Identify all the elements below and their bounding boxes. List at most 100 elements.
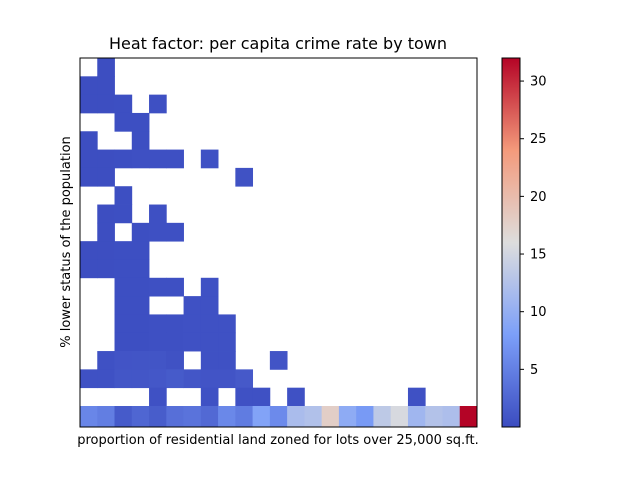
heatmap-cell [131, 332, 150, 352]
heatmap-cell [373, 406, 392, 428]
heatmap-cell [131, 259, 150, 279]
heatmap-cell [200, 387, 219, 407]
heatmap-cell [425, 406, 443, 428]
heatmap-cell [218, 314, 236, 334]
heatmap-cell [183, 332, 202, 352]
heatmap-cell [407, 387, 426, 407]
heatmap-cell [166, 332, 184, 352]
heatmap-cell [97, 94, 115, 114]
colorbar-ticks: 5 10 15 20 25 30 [520, 75, 547, 378]
heatmap-cell [131, 369, 150, 389]
heatmap-cell [131, 131, 150, 150]
heatmap-cell [80, 149, 98, 169]
heatmap-cell [80, 167, 98, 187]
heatmap-cell [114, 351, 133, 370]
heatmap-cell [114, 149, 133, 169]
heatmap-cell [149, 204, 167, 224]
heatmap-cell [114, 186, 133, 205]
heatmap-cell [218, 332, 236, 352]
heatmap-cell [97, 259, 115, 279]
heatmap-cell [200, 314, 219, 334]
heatmap-cell [97, 406, 115, 428]
heatmap-cell [131, 277, 150, 297]
heatmap-cell [80, 94, 98, 114]
heatmap-cell [235, 406, 254, 428]
heatmap-cell [131, 222, 150, 242]
heatmap-cell [338, 406, 357, 428]
heatmap-cell [235, 387, 254, 407]
heatmap-cell [149, 351, 167, 370]
colorbar-tick-label: 15 [530, 248, 547, 263]
heatmap-cell [149, 222, 167, 242]
heatmap-cell [200, 149, 219, 169]
heatmap-cell [321, 406, 340, 428]
colorbar-tick-label: 30 [530, 75, 547, 90]
heatmap-cell [200, 277, 219, 297]
heatmap-cell [131, 351, 150, 370]
heatmap-cell [97, 149, 115, 169]
colorbar-tick-label: 10 [530, 305, 547, 320]
heatmap-cell [114, 369, 133, 389]
heatmap-cell [269, 351, 288, 370]
heatmap-cell [80, 76, 98, 96]
heatmap-cell [166, 314, 184, 334]
heatmap-cell [131, 241, 150, 260]
heatmap-cell [149, 277, 167, 297]
heatmap-cell [166, 277, 184, 297]
heatmap-cell [114, 277, 133, 297]
heatmap-cell [114, 406, 133, 428]
heatmap-cell [218, 369, 236, 389]
heatmap-cell [80, 369, 98, 389]
heatmap-cell [80, 406, 98, 428]
heatmap-cell [183, 406, 202, 428]
heatmap-cell [304, 406, 323, 428]
colorbar-tick-label: 5 [530, 363, 538, 378]
heatmap-cell [235, 369, 254, 389]
chart-title: Heat factor: per capita crime rate by to… [109, 34, 447, 53]
heatmap-cell [114, 241, 133, 260]
heatmap-cell [114, 112, 133, 132]
heatmap-cell [200, 332, 219, 352]
heatmap-cell [269, 406, 288, 428]
heatmap-cell [97, 76, 115, 96]
heatmap-cell [131, 406, 150, 428]
heatmap-cell [114, 296, 133, 315]
heatmap-cell [149, 332, 167, 352]
heatmap-cells [80, 58, 478, 428]
heatmap-cell [183, 314, 202, 334]
heatmap-cell [80, 131, 98, 150]
heatmap-cell [218, 406, 236, 428]
heatmap-cell [200, 369, 219, 389]
heatmap-cell [166, 351, 184, 370]
y-axis-label: % lower status of the population [59, 136, 74, 348]
heatmap-cell [442, 406, 461, 428]
heatmap-cell [114, 332, 133, 352]
plot-frame [79, 57, 478, 428]
heatmap-cell [183, 296, 202, 315]
heatmap-cell [97, 222, 115, 242]
heatmap-cell [97, 351, 115, 370]
heatmap-cell [80, 241, 98, 260]
heatmap-cell [166, 149, 184, 169]
heatmap-cell [166, 222, 184, 242]
heatmap-cell [149, 387, 167, 407]
heatmap-cell [97, 204, 115, 224]
heatmap-cell [166, 369, 184, 389]
heatmap-cell [131, 149, 150, 169]
heatmap-cell [407, 406, 426, 428]
heatmap-cell [235, 167, 254, 187]
heatmap-cell [287, 387, 305, 407]
heatmap-cell [149, 369, 167, 389]
heatmap-cell [114, 314, 133, 334]
heatmap-cell [218, 351, 236, 370]
heatmap-cell [97, 241, 115, 260]
heatmap-cell [80, 259, 98, 279]
colorbar [501, 57, 521, 428]
heatmap-cell [114, 94, 133, 114]
heatmap-cell [200, 296, 219, 315]
heatmap-cell [166, 406, 184, 428]
heatmap-cell [97, 58, 115, 77]
colorbar-tick-label: 25 [530, 132, 547, 147]
heatmap-cell [131, 112, 150, 132]
heatmap-cell [200, 351, 219, 370]
